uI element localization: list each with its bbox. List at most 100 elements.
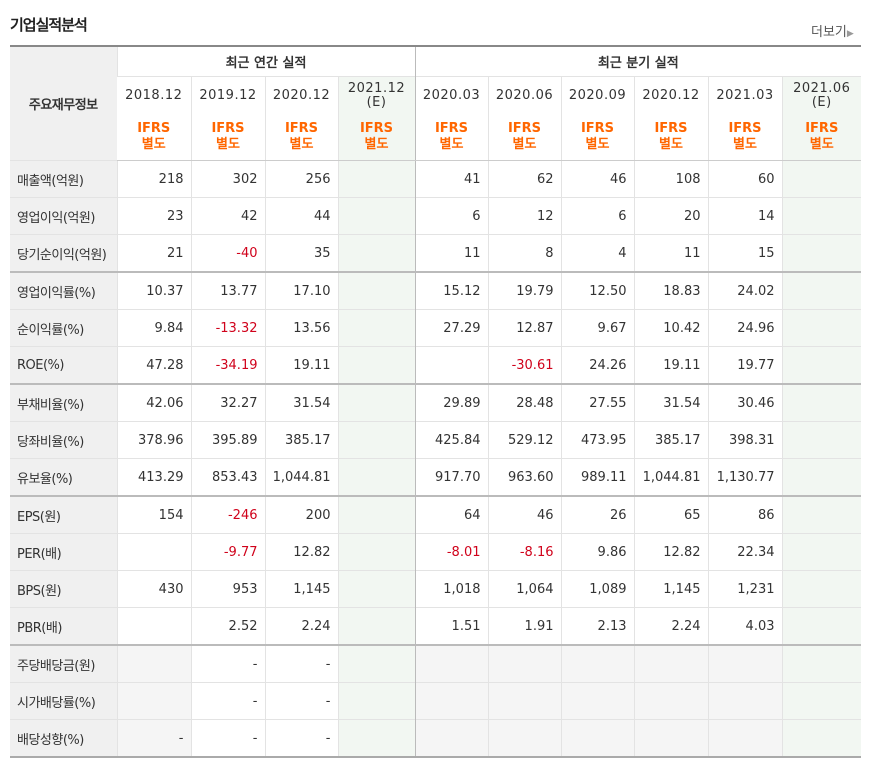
table-cell (116, 644, 191, 683)
ifrs-label: IFRS (728, 120, 762, 136)
table-cell: 1.91 (487, 607, 561, 645)
table-cell (337, 160, 415, 198)
table-cell (337, 197, 415, 235)
table-cell: 28.48 (487, 383, 561, 422)
table-cell (781, 458, 862, 496)
table-cell: 1,145 (264, 570, 338, 608)
table-cell (337, 533, 415, 571)
table-cell: 22.34 (707, 533, 782, 571)
table-cell: 4.03 (707, 607, 782, 645)
table-cell: - (190, 719, 265, 758)
table-cell (337, 682, 415, 720)
table-cell: 64 (414, 495, 488, 534)
ifrs-label: IFRS (284, 120, 319, 136)
period-header: 2019.12 (190, 76, 265, 113)
table-cell: -246 (190, 495, 265, 534)
row-label: PER(배) (10, 533, 117, 571)
table-cell (633, 644, 708, 683)
row-label: EPS(원) (10, 495, 117, 534)
table-cell (487, 719, 561, 758)
table-cell: 6 (560, 197, 634, 235)
table-cell: 19.77 (707, 346, 782, 384)
table-cell: 9.84 (116, 309, 191, 347)
table-cell (337, 607, 415, 645)
table-cell: 41 (414, 160, 488, 198)
ifrs-sublabel: 별도 (141, 136, 166, 152)
ifrs-sublabel: 별도 (733, 136, 757, 152)
table-cell: - (264, 644, 338, 683)
period-label: (E) (366, 95, 387, 110)
table-cell: 11 (633, 234, 708, 272)
table-cell: 27.29 (414, 309, 488, 347)
table-cell: 42 (190, 197, 265, 235)
table-cell: 10.37 (116, 271, 191, 310)
table-cell: - (190, 644, 265, 683)
table-cell: 10.42 (633, 309, 708, 347)
table-row: 당좌비율(%) 378.96 395.89 385.17 425.84 529.12 473… (10, 421, 862, 459)
ifrs-sublabel: 별도 (512, 136, 537, 152)
ifrs-sublabel: 별도 (439, 136, 464, 152)
ifrs-badge: IFRS 별도 (487, 113, 561, 161)
row-label: PBR(배) (10, 607, 117, 645)
period-label: 2021.06 (793, 81, 851, 96)
more-link[interactable]: 더보기▶ (811, 21, 854, 40)
table-cell (414, 644, 488, 683)
table-cell: 4 (560, 234, 634, 272)
table-cell: 15 (707, 234, 782, 272)
ifrs-badge: IFRS 별도 (414, 113, 488, 161)
table-cell: 473.95 (560, 421, 634, 459)
table-cell (337, 495, 415, 534)
table-cell: 108 (633, 160, 708, 198)
table-cell: 1.51 (414, 607, 488, 645)
ifrs-badge: IFRS 별도 (264, 113, 338, 161)
row-label: 부채비율(%) (10, 383, 117, 422)
ifrs-label: IFRS (507, 120, 542, 136)
table-cell: 154 (116, 495, 191, 534)
period-header: 2020.09 (560, 76, 634, 113)
period-label: (E) (811, 95, 832, 110)
ifrs-badge: IFRS 별도 (337, 113, 415, 161)
table-cell: 12.82 (264, 533, 338, 571)
table-cell: 1,044.81 (264, 458, 338, 496)
table-cell (337, 421, 415, 459)
table-row: 유보율(%) 413.29 853.43 1,044.81 917.70 963.60 98… (10, 458, 862, 496)
table-cell (781, 346, 862, 384)
period-label: 2020.12 (272, 87, 331, 103)
table-cell: 2.24 (633, 607, 708, 645)
period-header: 2021.03 (707, 76, 782, 113)
table-cell: 14 (707, 197, 782, 235)
table-cell: -40 (190, 234, 265, 272)
table-cell (116, 607, 191, 645)
table-cell: 2.52 (190, 607, 265, 645)
table-cell: -13.32 (190, 309, 265, 347)
table-row: PER(배) -9.77 12.82 -8.01 -8.16 9.86 12.82 22.34 (10, 533, 862, 571)
table-cell (781, 197, 862, 235)
table-cell: 8 (487, 234, 561, 272)
table-cell: -34.19 (190, 346, 265, 384)
period-label: 2020.09 (568, 87, 627, 103)
ifrs-badge: IFRS 별도 (117, 113, 191, 161)
table-cell: 24.96 (707, 309, 782, 347)
row-label: 당기순이익(억원) (10, 234, 117, 272)
period-header: 2021.06 (E) (781, 76, 862, 113)
table-cell: 413.29 (116, 458, 191, 496)
period-label: 2019.12 (199, 87, 257, 103)
chevron-right-icon: ▶ (846, 29, 854, 39)
table-cell: 30.46 (707, 383, 782, 422)
table-cell (560, 682, 634, 720)
table-cell: 529.12 (487, 421, 561, 459)
table-row: BPS(원) 430 953 1,145 1,018 1,064 1,089 1,145 1,2… (10, 570, 862, 608)
ifrs-badge: IFRS 별도 (781, 113, 862, 161)
table-row: 부채비율(%) 42.06 32.27 31.54 29.89 28.48 27.55 31.… (10, 383, 862, 422)
table-row: 영업이익률(%) 10.37 13.77 17.10 15.12 19.79 12.50 18… (10, 271, 862, 310)
period-label: 2020.06 (495, 87, 554, 103)
table-cell: 13.77 (190, 271, 265, 310)
table-cell (487, 682, 561, 720)
table-cell: 9.86 (560, 533, 634, 571)
table-cell (414, 682, 488, 720)
table-cell (560, 719, 634, 758)
table-cell: 12.82 (633, 533, 708, 571)
table-cell (781, 570, 862, 608)
table-cell: - (190, 682, 265, 720)
table-cell: -9.77 (190, 533, 265, 571)
